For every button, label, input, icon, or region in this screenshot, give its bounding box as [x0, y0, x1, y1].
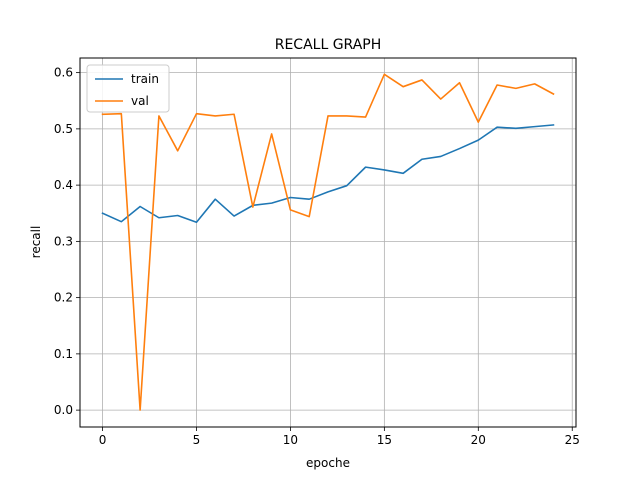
y-tick-label: 0.6: [54, 66, 73, 80]
grid-lines: [80, 58, 576, 427]
legend-label-val: val: [131, 94, 149, 108]
plot-area-frame: [79, 57, 577, 428]
x-tick-label: 15: [377, 433, 392, 447]
series-line-train: [101, 124, 555, 224]
y-axis-label: recall: [29, 226, 43, 259]
y-tick-label: 0.3: [54, 234, 73, 248]
x-axis-label: epoche: [306, 456, 350, 470]
series-line-val: [101, 73, 555, 411]
x-tick-label: 0: [99, 433, 107, 447]
series-lines: [101, 73, 555, 411]
y-tick-label: 0.0: [54, 403, 73, 417]
y-tick-label: 0.5: [54, 122, 73, 136]
legend: train val: [86, 64, 170, 113]
x-tick-label: 25: [565, 433, 580, 447]
x-tick-label: 10: [283, 433, 298, 447]
y-tick-label: 0.4: [54, 178, 73, 192]
legend-label-train: train: [131, 72, 159, 86]
axis-ticks: 0 5 10 15 20 25 0.0 0.1 0.2 0.3 0.4 0.5 0.6: [54, 66, 580, 447]
y-tick-label: 0.1: [54, 347, 73, 361]
chart-title: RECALL GRAPH: [275, 37, 382, 53]
x-tick-label: 20: [471, 433, 486, 447]
y-tick-label: 0.2: [54, 291, 73, 305]
x-tick-label: 5: [193, 433, 201, 447]
